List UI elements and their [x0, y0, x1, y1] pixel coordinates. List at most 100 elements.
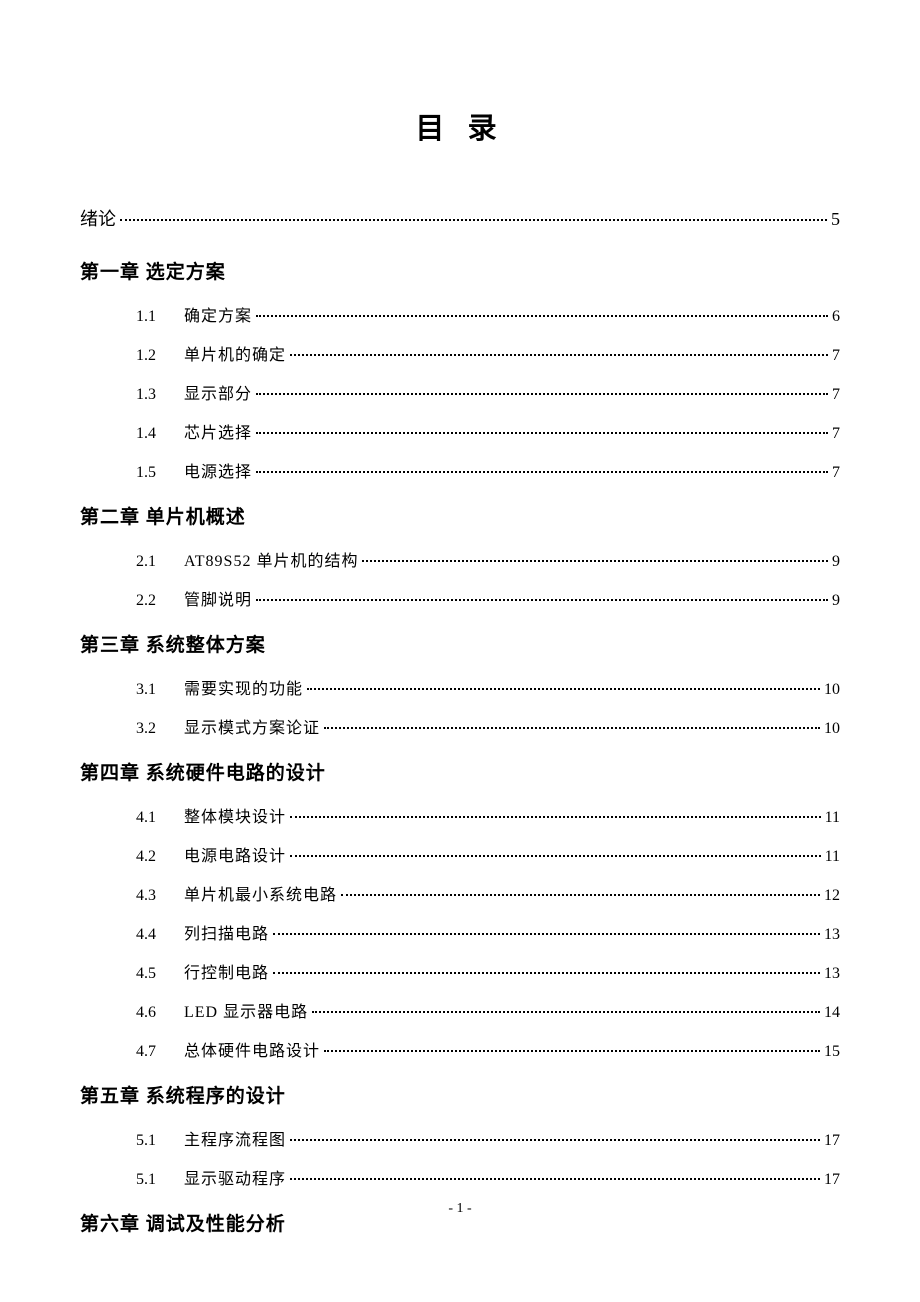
leader-dots: [290, 855, 821, 857]
toc-item-number: 5.1: [136, 1132, 184, 1150]
toc-item-number: 3.1: [136, 681, 184, 699]
toc-item: 5.1显示驱动程序 17: [80, 1165, 840, 1189]
toc-item-page: 12: [824, 887, 840, 905]
toc-item-page: 13: [824, 926, 840, 944]
toc-item: 4.6LED 显示器电路 14: [80, 998, 840, 1022]
toc-item-text: 显示部分: [184, 380, 252, 404]
chapter-heading: 第三章 系统整体方案: [80, 630, 840, 657]
leader-dots: [256, 393, 828, 395]
toc-item-page: 11: [825, 848, 840, 866]
toc-item: 2.2管脚说明 9: [80, 586, 840, 610]
chapters-container: 第一章 选定方案1.1确定方案61.2单片机的确定71.3显示部分71.4芯片选…: [80, 257, 840, 1236]
toc-item-number: 2.1: [136, 553, 184, 571]
toc-item-number: 5.1: [136, 1171, 184, 1189]
leader-dots: [273, 972, 820, 974]
toc-item-text: 电源电路设计: [184, 842, 286, 866]
leader-dots: [341, 894, 820, 896]
toc-item-number: 3.2: [136, 720, 184, 738]
toc-item-number: 4.3: [136, 887, 184, 905]
toc-item: 2.1AT89S52 单片机的结构 9: [80, 547, 840, 571]
toc-item-number: 4.7: [136, 1043, 184, 1061]
leader-dots: [290, 354, 828, 356]
toc-item-page: 17: [824, 1132, 840, 1150]
toc-item: 1.2单片机的确定 7: [80, 341, 840, 365]
chapter-heading: 第一章 选定方案: [80, 257, 840, 284]
intro-label: 绪论: [80, 205, 116, 231]
toc-item-page: 7: [832, 347, 840, 365]
toc-item-number: 1.4: [136, 425, 184, 443]
toc-item-number: 4.5: [136, 965, 184, 983]
toc-item-text: 电源选择: [184, 458, 252, 482]
toc-item-text: 显示驱动程序: [184, 1165, 286, 1189]
toc-item-text: 管脚说明: [184, 586, 252, 610]
toc-item-number: 1.1: [136, 308, 184, 326]
toc-item-number: 2.2: [136, 592, 184, 610]
leader-dots: [256, 315, 828, 317]
toc-item-number: 1.3: [136, 386, 184, 404]
leader-dots: [120, 219, 827, 221]
leader-dots: [256, 599, 828, 601]
toc-item-text: 确定方案: [184, 302, 252, 326]
toc-item: 1.3显示部分 7: [80, 380, 840, 404]
toc-item-page: 10: [824, 681, 840, 699]
toc-item: 1.1确定方案 6: [80, 302, 840, 326]
toc-item-text: 芯片选择: [184, 419, 252, 443]
leader-dots: [273, 933, 820, 935]
toc-item: 3.2显示模式方案论证 10: [80, 714, 840, 738]
toc-item-text: 单片机的确定: [184, 341, 286, 365]
toc-item: 5.1主程序流程图 17: [80, 1126, 840, 1150]
toc-item: 4.4列扫描电路 13: [80, 920, 840, 944]
toc-item-number: 1.2: [136, 347, 184, 365]
toc-item-text: 显示模式方案论证: [184, 714, 320, 738]
toc-item-number: 4.2: [136, 848, 184, 866]
toc-item: 3.1需要实现的功能 10: [80, 675, 840, 699]
chapter-heading: 第二章 单片机概述: [80, 502, 840, 529]
toc-item: 4.5行控制电路13: [80, 959, 840, 983]
toc-item-number: 4.6: [136, 1004, 184, 1022]
leader-dots: [290, 1139, 820, 1141]
toc-item-page: 7: [832, 425, 840, 443]
toc-item-page: 14: [824, 1004, 840, 1022]
leader-dots: [312, 1011, 820, 1013]
toc-item: 4.2电源电路设计 11: [80, 842, 840, 866]
page-number: - 1 -: [0, 1201, 920, 1217]
toc-item-text: AT89S52 单片机的结构: [184, 547, 358, 571]
toc-item-text: 主程序流程图: [184, 1126, 286, 1150]
toc-item-page: 11: [825, 809, 840, 827]
toc-item-number: 4.1: [136, 809, 184, 827]
chapter-heading: 第五章 系统程序的设计: [80, 1081, 840, 1108]
toc-item-text: 总体硬件电路设计: [184, 1037, 320, 1061]
leader-dots: [290, 816, 821, 818]
toc-item-page: 10: [824, 720, 840, 738]
leader-dots: [362, 560, 828, 562]
toc-item-text: LED 显示器电路: [184, 998, 308, 1022]
toc-intro-row: 绪论 5: [80, 205, 840, 231]
leader-dots: [290, 1178, 820, 1180]
toc-item-page: 17: [824, 1171, 840, 1189]
toc-item-text: 整体模块设计: [184, 803, 286, 827]
leader-dots: [324, 727, 820, 729]
toc-item: 1.5电源选择 7: [80, 458, 840, 482]
leader-dots: [256, 432, 828, 434]
toc-item: 1.4芯片选择 7: [80, 419, 840, 443]
toc-item-page: 7: [832, 464, 840, 482]
toc-item-page: 9: [832, 592, 840, 610]
toc-item-text: 需要实现的功能: [184, 675, 303, 699]
toc-item-page: 9: [832, 553, 840, 571]
toc-item-text: 单片机最小系统电路: [184, 881, 337, 905]
leader-dots: [256, 471, 828, 473]
toc-item: 4.7总体硬件电路设计 15: [80, 1037, 840, 1061]
toc-item-page: 13: [824, 965, 840, 983]
toc-item-text: 列扫描电路: [184, 920, 269, 944]
toc-item-page: 7: [832, 386, 840, 404]
toc-item: 4.3单片机最小系统电路 12: [80, 881, 840, 905]
leader-dots: [307, 688, 820, 690]
toc-item-page: 6: [832, 308, 840, 326]
toc-item-number: 4.4: [136, 926, 184, 944]
toc-item-page: 15: [824, 1043, 840, 1061]
leader-dots: [324, 1050, 820, 1052]
page-title: 目 录: [80, 105, 840, 147]
toc-item-number: 1.5: [136, 464, 184, 482]
chapter-heading: 第四章 系统硬件电路的设计: [80, 758, 840, 785]
intro-page: 5: [831, 209, 840, 230]
